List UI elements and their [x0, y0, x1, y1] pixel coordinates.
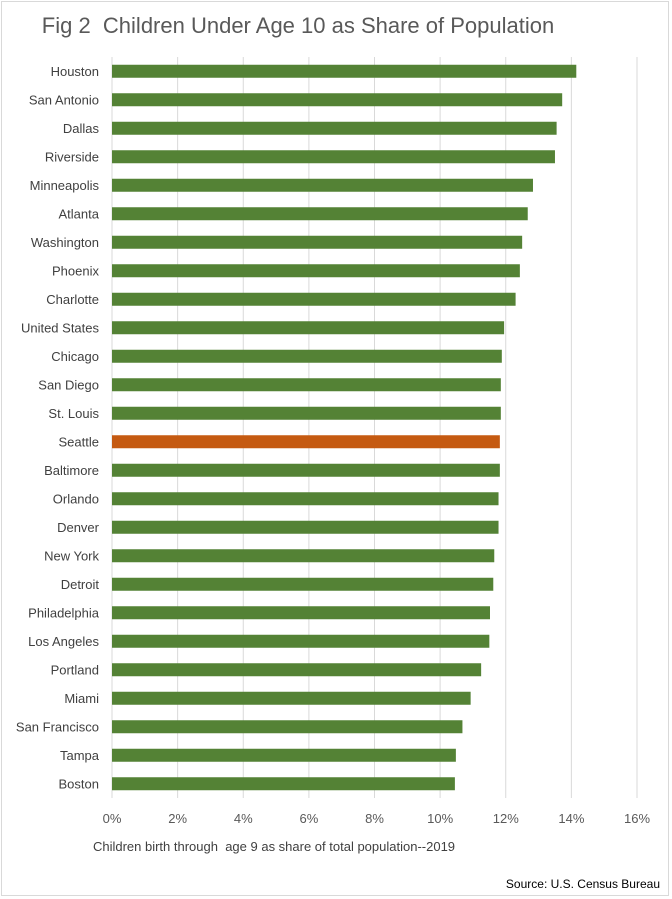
chart-title: Fig 2 Children Under Age 10 as Share of …: [42, 13, 554, 38]
bars: [112, 64, 577, 791]
bar-charlotte: [112, 292, 516, 306]
category-label: Charlotte: [46, 292, 99, 307]
category-label: Phoenix: [52, 263, 99, 278]
bar-miami: [112, 691, 471, 705]
x-tick-label: 4%: [234, 811, 253, 826]
category-label: Tampa: [60, 748, 100, 763]
bar-washington: [112, 235, 523, 249]
category-label: Baltimore: [44, 463, 99, 478]
bar-houston: [112, 64, 577, 78]
category-label: Washington: [31, 235, 99, 250]
category-label: Dallas: [63, 121, 100, 136]
gridlines: [111, 57, 638, 798]
x-tick-label: 6%: [299, 811, 318, 826]
x-tick-label: 16%: [624, 811, 650, 826]
category-label: Denver: [57, 520, 100, 535]
bar-seattle: [112, 435, 500, 449]
category-label: United States: [21, 320, 100, 335]
category-label: Atlanta: [59, 206, 100, 221]
bar-boston: [112, 777, 455, 791]
bar-los-angeles: [112, 634, 490, 648]
bar-st-louis: [112, 406, 501, 420]
bar-tampa: [112, 748, 456, 762]
bar-united-states: [112, 321, 505, 335]
bar-dallas: [112, 121, 557, 135]
category-label: Houston: [51, 64, 99, 79]
bar-minneapolis: [112, 178, 533, 192]
bar-phoenix: [112, 264, 520, 278]
category-label: Los Angeles: [28, 634, 99, 649]
x-tick-label: 14%: [558, 811, 584, 826]
x-tick-label: 2%: [168, 811, 187, 826]
bar-philadelphia: [112, 606, 490, 620]
category-label: San Francisco: [16, 719, 99, 734]
bar-baltimore: [112, 463, 500, 477]
category-label: Chicago: [51, 349, 99, 364]
category-label: St. Louis: [48, 406, 99, 421]
bar-riverside: [112, 150, 555, 164]
x-tick-label: 12%: [493, 811, 519, 826]
x-tick-label: 0%: [103, 811, 122, 826]
category-label: Detroit: [61, 577, 100, 592]
bar-denver: [112, 520, 499, 534]
bar-new-york: [112, 549, 495, 563]
bar-detroit: [112, 577, 494, 591]
category-label: Boston: [59, 776, 99, 791]
category-labels: Houston San Antonio Dallas Riverside Minneap…: [16, 64, 100, 792]
bar-san-francisco: [112, 720, 463, 734]
source-note: Source: U.S. Census Bureau: [506, 877, 660, 891]
x-tick-label: 10%: [427, 811, 453, 826]
category-label: Philadelphia: [28, 605, 100, 620]
bar-portland: [112, 663, 482, 677]
category-label: Orlando: [53, 491, 99, 506]
category-label: Riverside: [45, 149, 99, 164]
category-label: New York: [44, 548, 99, 563]
category-label: Seattle: [59, 434, 99, 449]
bar-atlanta: [112, 207, 528, 221]
category-label: Portland: [51, 662, 99, 677]
category-label: Miami: [64, 691, 99, 706]
x-tick-label: 8%: [365, 811, 384, 826]
bar-san-diego: [112, 378, 501, 392]
category-label: San Antonio: [29, 92, 99, 107]
category-label: San Diego: [38, 377, 99, 392]
bar-san-antonio: [112, 93, 563, 107]
category-label: Minneapolis: [30, 178, 100, 193]
bar-orlando: [112, 492, 499, 506]
x-tick-labels: 0% 2% 4% 6% 8% 10% 12% 14% 16%: [103, 811, 651, 826]
bar-chicago: [112, 349, 502, 363]
x-axis-label: Children birth through age 9 as share of…: [93, 839, 455, 854]
